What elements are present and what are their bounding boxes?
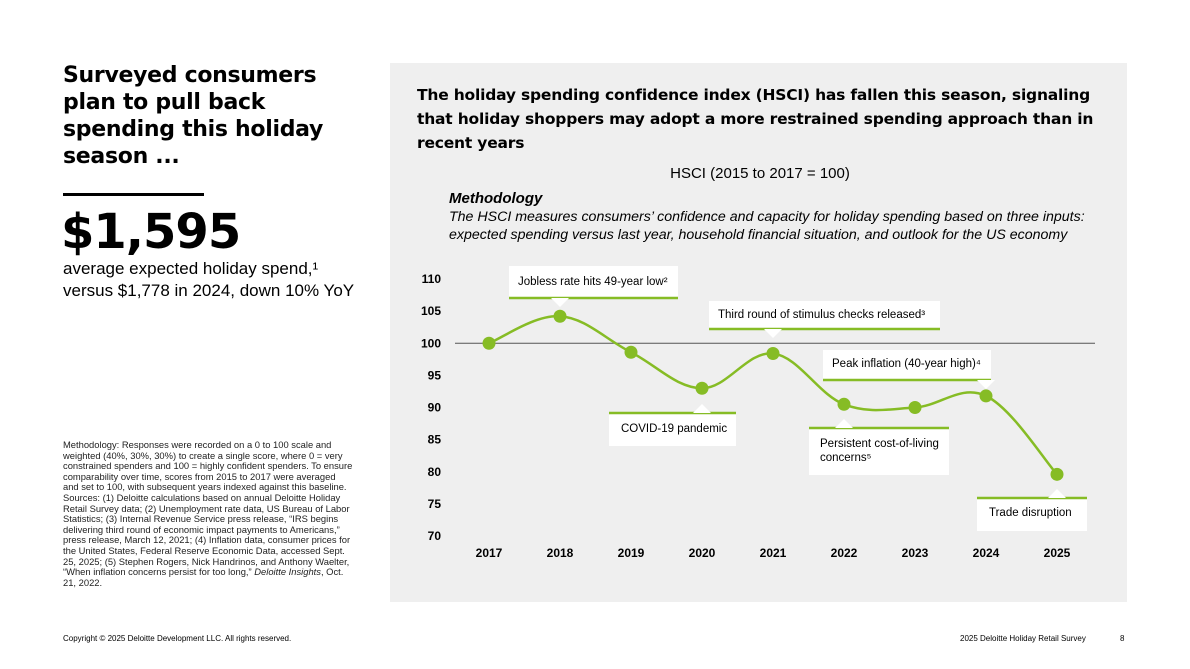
x-tick-label: 2023 [902,546,929,560]
page-number: 8 [1120,634,1125,643]
callout-label: Persistent cost-of-living [820,438,939,450]
callout-box [823,350,991,380]
x-tick-label: 2025 [1044,546,1071,560]
callout-pointer [693,404,711,413]
y-tick-label: 70 [428,529,442,543]
data-point-2020 [695,381,709,395]
y-tick-label: 80 [428,465,442,479]
methodology-heading: Methodology [449,190,543,207]
callout-pointer [977,380,995,389]
copyright: Copyright © 2025 Deloitte Development LL… [63,634,292,643]
methodology-text: The HSCI measures consumers’ confidence … [449,209,1085,243]
headline: Surveyed consumers plan to pull back spe… [63,63,324,169]
x-tick-label: 2024 [973,546,1000,560]
divider [63,193,204,196]
callout-box [609,413,736,446]
y-tick-label: 90 [428,401,442,415]
data-point-2024 [979,389,993,403]
report-name: 2025 Deloitte Holiday Retail Survey [960,634,1086,643]
data-point-2021 [766,347,780,361]
panel-title: The holiday spending confidence index (H… [417,86,1094,152]
data-point-2019 [624,345,638,359]
data-point-2017 [482,336,496,350]
callout-pointer [835,419,853,428]
x-tick-label: 2019 [618,546,645,560]
x-tick-label: 2017 [476,546,503,560]
x-tick-label: 2022 [831,546,858,560]
footnote-end: , Oct. 21, 2022. [63,566,344,588]
y-tick-label: 75 [428,497,442,511]
callout-label: Trade disruption [989,507,1072,519]
y-tick-label: 95 [428,368,442,382]
footnote-text: Methodology: Responses were recorded on … [63,439,353,578]
y-tick-label: 100 [421,336,441,350]
data-point-2018 [553,309,567,323]
chart-title: HSCI (2015 to 2017 = 100) [670,165,850,182]
callout-box [709,301,940,329]
callout-label: COVID-19 pandemic [621,423,727,435]
data-point-2025 [1050,467,1064,481]
methodology-footnote: Methodology: Responses were recorded on … [63,439,353,588]
callout-pointer [764,329,782,338]
x-tick-label: 2018 [547,546,574,560]
spend-subtitle-line1: average expected holiday spend,¹ [63,259,319,278]
spend-subtitle-line2: versus $1,778 in 2024, down 10% YoY [63,281,355,300]
callout-pointer [1048,489,1066,498]
hsci-series-line [488,315,1058,476]
footnote-source: Deloitte Insights [254,566,321,578]
callout-box [809,428,949,475]
callout-label: Peak inflation (40-year high)⁴ [832,358,981,370]
callout-box [509,266,678,298]
callout-label: Third round of stimulus checks released³ [718,309,925,321]
callout-label: concerns⁵ [820,452,872,464]
x-tick-label: 2021 [760,546,787,560]
data-point-2022 [837,397,851,411]
y-tick-label: 85 [428,433,442,447]
x-tick-label: 2020 [689,546,716,560]
y-tick-label: 105 [421,304,441,318]
callout-pointer [551,298,569,307]
y-tick-label: 110 [422,272,442,286]
average-spend-value: $1,595 [61,204,241,260]
callout-label: Jobless rate hits 49-year low² [518,276,668,288]
callout-box [977,498,1087,531]
data-point-2023 [908,401,922,414]
